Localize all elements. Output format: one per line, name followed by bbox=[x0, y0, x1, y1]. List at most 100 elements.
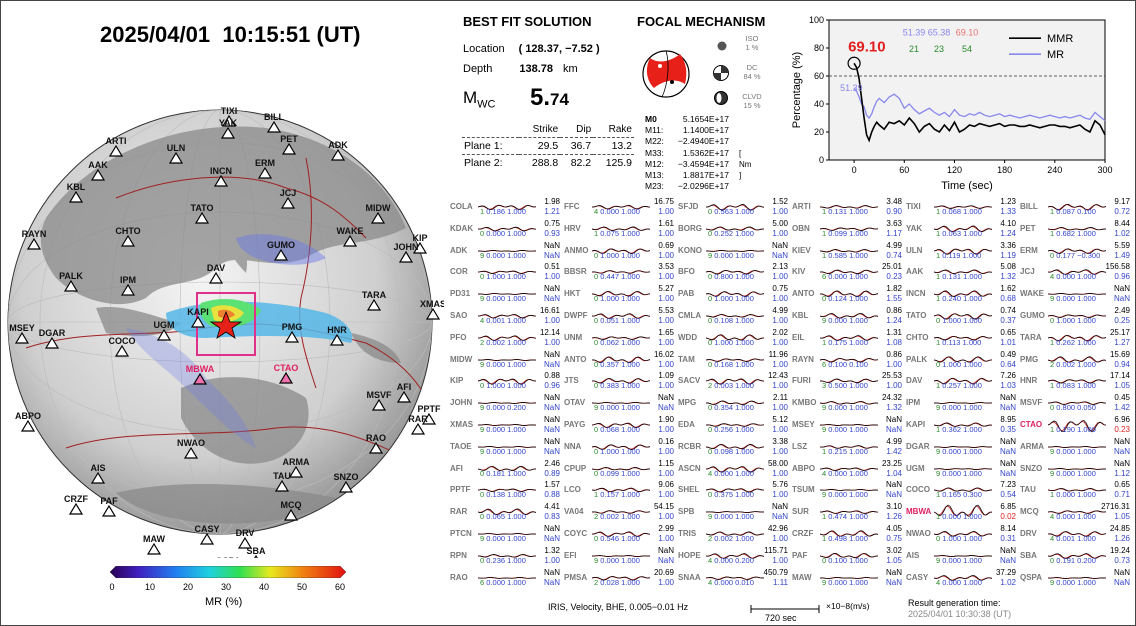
station-waveform-cell: CPUP 1.15 0 0.099 1.000 1.00 bbox=[562, 459, 676, 481]
amplitude-unit: ×10−8(m/s) bbox=[826, 601, 870, 611]
station-stats: 0.585 1.000 bbox=[828, 250, 868, 260]
station-code: 1 bbox=[936, 381, 943, 391]
station-waveform-cell: SFJD 1.52 0 0.563 1.000 1.00 bbox=[676, 197, 790, 219]
station-waveform-cell: ANTO 16.02 0 0.357 1.000 1.00 bbox=[562, 350, 676, 372]
station-waveform-cell: KMBO 24.32 9 0.000 1.000 1.32 bbox=[790, 393, 904, 415]
station-triangle-icon bbox=[283, 508, 299, 521]
station-code: 1 bbox=[936, 512, 943, 522]
waveform-trace bbox=[1048, 510, 1106, 515]
station-waveform-cell: ARTI 3.48 1 0.131 1.000 0.90 bbox=[790, 197, 904, 219]
station-variance: 1.05 bbox=[886, 555, 902, 565]
station-triangle-icon bbox=[284, 330, 300, 343]
observed-trace bbox=[478, 553, 536, 558]
station-waveform-cell: NWAO 8.14 0 1.000 1.000 0.31 bbox=[904, 524, 1018, 546]
station-marker: DRV bbox=[236, 528, 255, 549]
station-amplitude: 5.59 bbox=[1114, 240, 1130, 250]
station-variance: 1.55 bbox=[886, 294, 902, 304]
observed-trace bbox=[706, 270, 764, 275]
station-amplitude: NaN bbox=[543, 415, 560, 424]
station-name: ASCN bbox=[678, 463, 701, 473]
station-code: 1 bbox=[936, 207, 943, 216]
observed-trace bbox=[478, 402, 536, 405]
station-amplitude: 5.12 bbox=[772, 415, 788, 424]
station-code: 4 bbox=[1050, 272, 1057, 282]
station-amplitude: 6.85 bbox=[1000, 502, 1016, 512]
station-code: 9 bbox=[480, 534, 487, 543]
station-label: TATO bbox=[191, 203, 214, 213]
station-stats: 0.546 1.000 bbox=[600, 534, 640, 543]
station-triangle-icon bbox=[274, 479, 290, 492]
station-metrics: 0 1.000 1.000 bbox=[1050, 316, 1096, 325]
station-stats: 0.119 1.000 bbox=[942, 250, 982, 260]
station-name: VA04 bbox=[564, 507, 584, 517]
station-name: PAYG bbox=[564, 420, 586, 429]
station-code: 9 bbox=[480, 294, 487, 304]
station-amplitude: NaN bbox=[885, 480, 902, 490]
station-stats: 0.087 0.100 bbox=[1056, 207, 1096, 216]
tensor-key: M23: bbox=[645, 181, 664, 192]
station-code: 0 bbox=[594, 272, 601, 282]
station-variance: 1.33 bbox=[1000, 207, 1016, 216]
station-marker: DAV bbox=[207, 263, 225, 284]
waveform-trace bbox=[478, 553, 536, 558]
observed-trace bbox=[478, 445, 536, 448]
station-metrics: 4 0.001 1.000 bbox=[1050, 534, 1096, 543]
station-name: KMBO bbox=[792, 398, 817, 408]
station-code: 9 bbox=[1050, 446, 1057, 456]
station-waveform-cell: SBA 19.24 0 0.191 0.200 0.73 bbox=[1018, 546, 1132, 568]
station-name: SBA bbox=[1020, 550, 1037, 560]
station-code: 1 bbox=[822, 228, 829, 238]
peak-value-label: 69.10 bbox=[848, 38, 886, 55]
station-amplitude: 1.31 bbox=[886, 327, 902, 337]
station-name: PET bbox=[1020, 223, 1036, 233]
station-name: FFC bbox=[564, 202, 580, 211]
location-row: Location ( 128.37, −7.52 ) bbox=[463, 39, 633, 59]
waveform-trace bbox=[478, 402, 536, 405]
waveform-trace bbox=[706, 531, 764, 536]
station-amplitude: 1.32 bbox=[544, 545, 560, 555]
station-marker: ULN bbox=[167, 143, 185, 164]
generation-timestamp: 2025/04/01 10:30:38 (UT) bbox=[908, 609, 1012, 619]
station-stats: 0.099 1.000 bbox=[828, 228, 868, 238]
station-name: TAU bbox=[1020, 485, 1036, 495]
station-stats: 0.252 1.000 bbox=[714, 228, 754, 238]
station-waveform-cell: MSVF 0.45 0 0.800 0.050 1.42 bbox=[1018, 393, 1132, 415]
station-name: DRV bbox=[1020, 529, 1037, 538]
station-waveform-cell: KDAK 0.75 0 0.000 1.000 0.93 bbox=[448, 219, 562, 241]
station-waveform-cell: PTCN NaN 9 0.000 1.000 NaN bbox=[448, 524, 562, 546]
station-triangle-icon bbox=[248, 554, 264, 567]
station-variance: 1.05 bbox=[1114, 381, 1130, 391]
station-variance: 0.64 bbox=[1000, 359, 1016, 369]
waveform-trace bbox=[706, 488, 764, 493]
station-waveform-cell: KIEV 4.99 1 0.585 1.000 0.74 bbox=[790, 241, 904, 263]
station-name: PPTF bbox=[450, 485, 471, 495]
station-name: JCJ bbox=[1020, 267, 1035, 277]
depth-row: Depth 138.78 km bbox=[463, 59, 633, 79]
station-label: DRV bbox=[236, 528, 255, 538]
station-amplitude: 5.76 bbox=[772, 480, 788, 490]
station-marker: MSVF bbox=[366, 390, 392, 411]
station-stats: 0.000 1.000 bbox=[1056, 446, 1096, 456]
station-metrics: 4 0.000 1.000 bbox=[594, 207, 640, 216]
station-label: CTAO bbox=[274, 363, 299, 373]
station-stats: 0.000 1.000 bbox=[942, 555, 982, 565]
station-name: AAK bbox=[906, 267, 924, 277]
x-tick-label: 120 bbox=[947, 165, 962, 175]
rake-header: Rake bbox=[593, 122, 634, 138]
station-code: 1 bbox=[1050, 381, 1057, 391]
station-amplitude: 1.09 bbox=[658, 371, 674, 381]
station-marker: CHTO bbox=[115, 226, 141, 247]
station-code: 0 bbox=[1050, 403, 1057, 413]
station-metrics: 9 0.000 1.000 bbox=[480, 294, 526, 303]
station-name: CHTO bbox=[906, 332, 929, 342]
station-metrics: 9 0.000 1.000 bbox=[480, 425, 526, 434]
station-triangle-icon bbox=[208, 271, 224, 284]
station-stats: 0.257 1.000 bbox=[942, 381, 982, 391]
station-stats: 0.240 1.000 bbox=[942, 294, 982, 304]
iso-label: ISO bbox=[745, 34, 759, 43]
station-waveform-cell: HKT 5.27 0 1.000 1.000 1.00 bbox=[562, 284, 676, 306]
station-amplitude: 2.99 bbox=[658, 524, 674, 533]
annotation-bottom: 23 bbox=[934, 44, 944, 54]
station-stats: 0.000 1.000 bbox=[486, 250, 526, 260]
station-metrics: 0 0.168 1.000 bbox=[708, 360, 754, 369]
